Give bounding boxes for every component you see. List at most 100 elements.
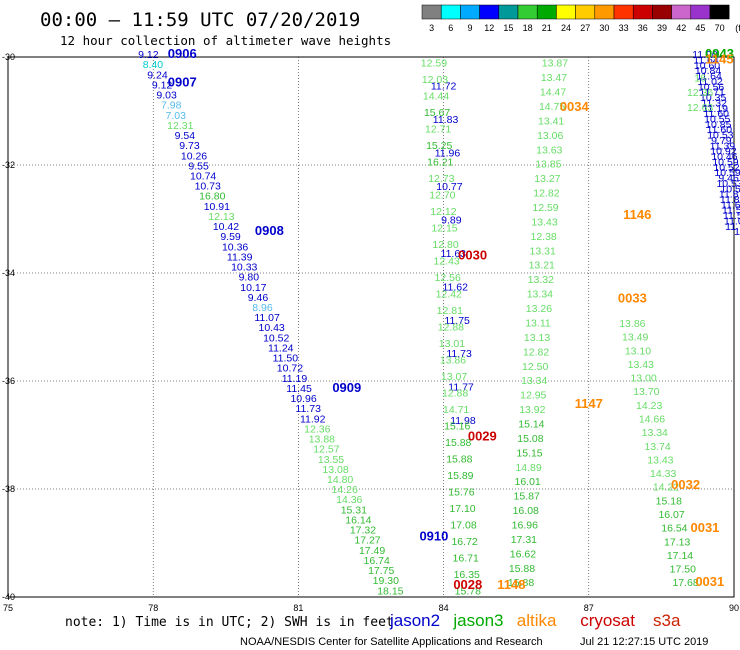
wave-height-label: 17.14 [667,550,693,562]
wave-height-label: 13.88 [309,434,335,446]
wave-height-label: 10.84 [695,65,721,77]
pass-time-label: 1147 [575,396,603,411]
wave-height-label: 15.78 [455,585,481,597]
wave-height-label: 17.68 [672,577,698,589]
wave-height-label: 11.75 [444,315,470,327]
wave-height-label: 15.88 [509,563,535,575]
wave-height-label: 12.73 [428,173,454,185]
wave-height-label: 16.35 [454,569,480,581]
legend-jason2: jason2 [389,611,440,630]
colorbar-label: 36 [638,23,648,33]
colorbar-label: 21 [542,23,552,33]
wave-height-label: 17.50 [670,564,696,576]
wave-height-label: 13.43 [531,216,557,228]
y-tick-label: -38 [2,484,15,494]
wave-height-label: 12.71 [425,124,451,136]
chart-subtitle: 12 hour collection of altimeter wave hei… [60,33,391,48]
wave-height-label: 10.59 [714,167,740,179]
wave-height-label: 13.87 [542,58,568,70]
wave-height-label: 7.03 [166,110,187,122]
colorbar-swatch [632,4,653,20]
wave-height-label: 13.06 [537,130,563,142]
x-tick-label: 87 [584,603,594,613]
wave-height-label: 12.36 [304,423,330,435]
wave-height-label: 12.15 [431,223,457,235]
pass-time-label: 0906 [168,46,197,61]
wave-height-label: 13.70 [633,386,659,398]
wave-height-label: 15.87 [514,491,540,503]
wave-height-label: 13.31 [530,245,556,257]
wave-height-label: 13.43 [628,359,654,371]
wave-height-label: 13.86 [440,354,466,366]
wave-height-label: 13.34 [642,427,668,439]
wave-height-label: 11.56 [723,210,740,222]
wave-height-label: 11.98 [450,415,476,427]
wave-height-label: 12.81 [437,305,463,317]
y-tick-label: -40 [2,592,15,602]
wave-height-label: 16.07 [658,509,684,521]
wave-height-label: 12.82 [533,188,559,200]
wave-height-label: 13.34 [521,375,547,387]
wave-height-label: 11.60 [704,108,730,120]
wave-height-label: 17.75 [368,565,394,577]
colorbar-label: 45 [695,23,705,33]
wave-height-label: 12.95 [520,390,546,402]
wave-height-label: 11.45 [286,383,312,395]
colorbar-label: 15 [503,23,513,33]
wave-height-label: 15.08 [517,433,543,445]
wave-height-label: 10.42 [213,221,239,233]
wave-height-label: 10.17 [240,282,266,294]
wave-height-label: 13.10 [625,345,651,357]
colorbar-swatch [498,4,519,20]
wave-height-label: 13.49 [622,332,648,344]
wave-height-label: 13.63 [536,144,562,156]
wave-height-label: 11.65 [721,199,740,211]
wave-height-label: 11.72 [431,80,457,92]
wave-height-label: 13.07 [441,371,467,383]
legend-jason3: jason3 [452,611,503,630]
colorbar-label: 33 [619,23,629,33]
footer-note: note: 1) Time is in UTC; 2) SWH is in fe… [65,615,394,630]
wave-height-label: 14.23 [636,400,662,412]
wave-height-label: 12.12 [430,206,456,218]
wave-height-label: 10.73 [195,181,221,193]
footer-timestamp: Jul 21 12:27:15 UTC 2019 [580,636,708,648]
x-tick-label: 78 [148,603,158,613]
wave-height-label: 11.87 [719,189,740,201]
wave-height-label: 15.15 [516,447,542,459]
wave-height-label: 9.80 [239,272,260,284]
wave-height-label: 10.33 [231,262,257,274]
wave-height-label: 13.00 [630,373,656,385]
wave-height-label: 15.25 [426,140,452,152]
colorbar-label: 42 [676,23,686,33]
wave-height-label: 9.59 [220,231,241,243]
wave-height-label: 12.13 [208,211,234,223]
wave-height-label: 10.59 [712,156,738,168]
wave-height-label: 13.01 [439,338,465,350]
wave-height-label: 16.21 [427,157,453,169]
wave-height-label: 16 [694,72,706,84]
wave-height-label: 10.96 [290,393,316,405]
wave-height-label: 13.41 [538,115,564,127]
wave-height-label: 11.07 [254,312,280,324]
wave-height-label: 19.30 [373,575,399,587]
wave-height-label: 11.05 [724,215,740,227]
x-tick-label: 81 [293,603,303,613]
wave-height-label: 10.60 [694,60,720,72]
colorbar-label: 27 [580,23,590,33]
wave-height-label: 9.73 [179,140,200,152]
wave-height-label: 14.33 [650,468,676,480]
wave-height-label: 15.18 [656,495,682,507]
wave-height-label: 11.60 [707,124,733,136]
wave-height-label: 17.27 [354,535,380,547]
wave-height-label: 15.31 [341,504,367,516]
wave-height-label: 15.89 [447,470,473,482]
x-tick-label: 90 [729,603,739,613]
x-tick-label: 84 [439,603,449,613]
wave-height-label: 16.96 [512,519,538,531]
wave-height-label: 18.15 [377,585,403,597]
wave-height-label: 15.88 [508,577,534,589]
wave-height-label: 11.92 [300,413,326,425]
